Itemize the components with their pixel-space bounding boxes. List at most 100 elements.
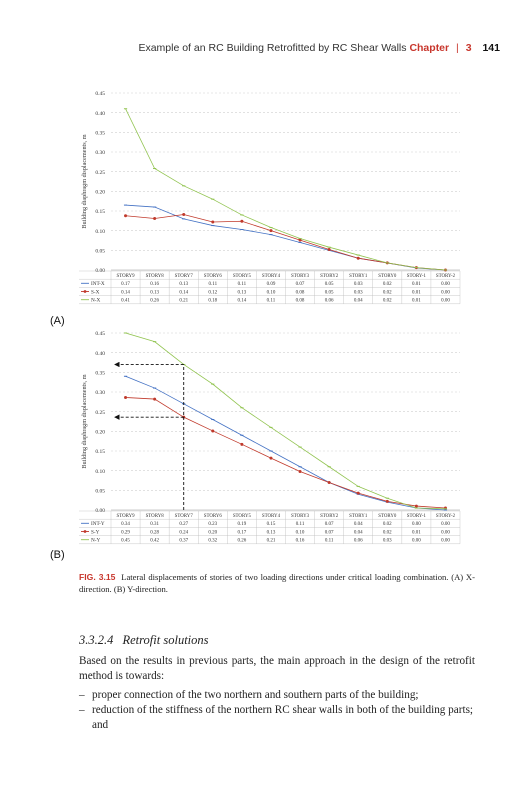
y-tick-label: 0.20 <box>95 190 105 196</box>
x-category-label: STORY1 <box>349 274 368 279</box>
chart-x-direction: 0.00 0.05 0.10 0.15 0.20 0.25 0.30 0.35 0.40 0.45… <box>79 91 461 305</box>
data-label: 0.24 <box>179 530 188 535</box>
data-label: 0.07 <box>325 522 334 527</box>
body-paragraph: Based on the results in previous parts, … <box>79 655 475 682</box>
y-tick-label: 0.00 <box>95 268 105 274</box>
y-tick-label: 0.25 <box>95 170 105 176</box>
data-label: 0.16 <box>296 539 305 544</box>
data-point <box>356 256 360 260</box>
data-label: 0.11 <box>296 522 305 527</box>
data-label: 0.07 <box>296 282 305 287</box>
data-label: 0.26 <box>150 299 159 304</box>
data-label: 0.08 <box>296 299 305 304</box>
figure-label: FIG. 3.15 <box>79 572 116 582</box>
running-title: Example of an RC Building Retrofitted by… <box>138 42 407 54</box>
x-category-label: STORY3 <box>291 514 310 519</box>
data-label: 0.02 <box>383 530 392 535</box>
data-point <box>414 504 418 508</box>
data-label: 0.26 <box>238 539 247 544</box>
data-label: 0.16 <box>150 282 159 287</box>
x-category-label: STORY1 <box>349 514 368 519</box>
data-label: 0.41 <box>121 299 130 304</box>
data-label: 0.11 <box>267 299 276 304</box>
series-line <box>125 332 446 510</box>
x-category-label: STORY5 <box>233 514 252 519</box>
y-axis-label: Building diaphragm displacements, m <box>81 134 88 228</box>
data-label: 0.32 <box>208 539 217 544</box>
y-axis-label: Building diaphragm displacements, m <box>81 374 88 468</box>
x-category-label: STORY8 <box>146 274 165 279</box>
data-label: 0.00 <box>441 299 450 304</box>
list-item: – proper connection of the two northern … <box>79 688 475 703</box>
data-label: 0.04 <box>354 522 363 527</box>
data-label: 0.00 <box>441 282 450 287</box>
y-tick-label: 0.40 <box>95 111 105 117</box>
data-point <box>356 491 360 495</box>
data-label: 0.31 <box>150 522 159 527</box>
x-category-label: STORY2 <box>320 274 339 279</box>
data-label: 0.34 <box>121 522 130 527</box>
y-tick-label: 0.10 <box>95 469 105 475</box>
data-point <box>240 442 244 446</box>
data-point <box>269 229 273 233</box>
data-label: 0.13 <box>238 290 247 295</box>
data-point <box>385 499 389 503</box>
y-tick-label: 0.15 <box>95 449 105 455</box>
y-tick-label: 0.45 <box>95 91 105 97</box>
data-label: 0.19 <box>238 522 247 527</box>
data-label: 0.42 <box>150 539 159 544</box>
data-label: 0.45 <box>121 539 130 544</box>
data-label: 0.28 <box>150 530 159 535</box>
x-category-label: STORY4 <box>262 514 281 519</box>
y-tick-label: 0.05 <box>95 249 105 255</box>
data-point <box>211 220 215 224</box>
data-point <box>240 219 244 223</box>
data-label: 0.13 <box>267 530 276 535</box>
data-point <box>298 469 302 473</box>
data-label: 0.10 <box>267 290 276 295</box>
data-label: 0.06 <box>325 299 334 304</box>
x-category-label: STORY7 <box>175 274 194 279</box>
series-line <box>125 204 446 271</box>
series-line <box>125 397 446 509</box>
data-label: 0.13 <box>150 290 159 295</box>
data-label: 0.21 <box>267 539 276 544</box>
data-label: 0.05 <box>325 282 334 287</box>
section-heading: 3.3.2.4 Retrofit solutions <box>79 633 209 648</box>
data-label: 0.03 <box>354 290 363 295</box>
x-category-label: STORY6 <box>204 514 223 519</box>
x-category-label: STORY-1 <box>407 274 427 279</box>
data-label: 0.01 <box>412 530 421 535</box>
y-tick-label: 0.35 <box>95 131 105 137</box>
y-tick-label: 0.10 <box>95 229 105 235</box>
data-point <box>211 429 215 433</box>
data-label: 0.13 <box>179 282 188 287</box>
data-label: 0.29 <box>121 530 130 535</box>
x-category-label: STORY0 <box>378 514 397 519</box>
bullet-dash: – <box>79 689 85 701</box>
y-tick-label: 0.20 <box>95 430 105 436</box>
bullet-dash: – <box>79 704 85 716</box>
y-tick-label: 0.35 <box>95 371 105 377</box>
chapter-label: Chapter <box>409 42 450 54</box>
x-category-label: STORY5 <box>233 274 252 279</box>
y-tick-label: 0.00 <box>95 508 105 514</box>
legend-marker <box>83 530 87 533</box>
data-label: 0.17 <box>121 282 130 287</box>
data-point <box>269 456 273 460</box>
x-category-label: STORY4 <box>262 274 281 279</box>
data-label: 0.01 <box>412 282 421 287</box>
data-label: 0.21 <box>179 299 188 304</box>
panel-label-a: (A) <box>50 315 65 327</box>
data-point <box>298 238 302 242</box>
data-label: 0.10 <box>296 530 305 535</box>
data-label: 0.00 <box>441 522 450 527</box>
chapter-number: 3 <box>465 42 472 54</box>
y-tick-label: 0.40 <box>95 351 105 357</box>
running-header: Example of an RC Building Retrofitted by… <box>0 42 500 54</box>
x-category-label: STORY0 <box>378 274 397 279</box>
series-line <box>125 214 446 271</box>
data-label: 0.00 <box>412 522 421 527</box>
y-tick-label: 0.30 <box>95 150 105 156</box>
data-point <box>327 480 331 484</box>
